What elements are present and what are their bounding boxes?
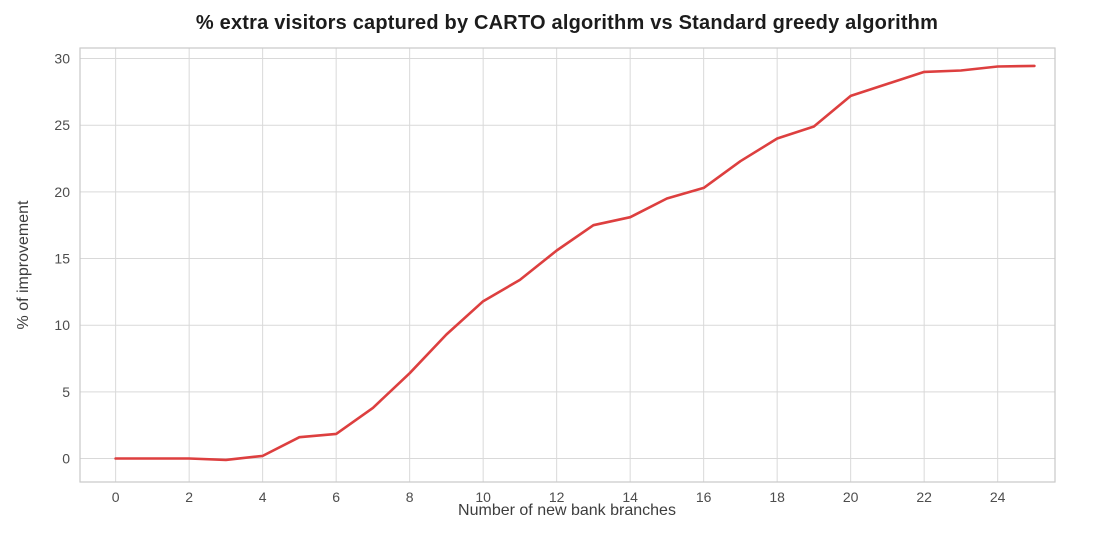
y-tick-label: 15 xyxy=(54,251,70,267)
x-tick-label: 6 xyxy=(332,489,340,505)
y-tick-label: 25 xyxy=(54,117,70,133)
x-tick-label: 4 xyxy=(259,489,267,505)
y-axis-label: % of improvement xyxy=(15,200,32,330)
x-tick-label: 12 xyxy=(549,489,565,505)
x-tick-label: 10 xyxy=(475,489,491,505)
x-tick-label: 16 xyxy=(696,489,712,505)
chart-title: % extra visitors captured by CARTO algor… xyxy=(195,12,939,34)
y-tick-label: 0 xyxy=(62,451,70,467)
x-tick-label: 8 xyxy=(406,489,414,505)
x-tick-label: 2 xyxy=(185,489,193,505)
y-tick-labels: 0 5 10 15 20 25 30 xyxy=(54,51,70,467)
x-tick-labels: 0 2 4 6 8 10 12 14 16 18 20 22 24 xyxy=(112,489,1006,505)
plot-border xyxy=(79,47,1056,483)
gridlines xyxy=(80,48,1055,482)
y-tick-label: 10 xyxy=(54,317,70,333)
x-tick-label: 14 xyxy=(622,489,638,505)
x-axis-label: Number of new bank branches xyxy=(458,502,676,519)
x-tick-label: 20 xyxy=(843,489,859,505)
axes-spines xyxy=(79,47,1056,483)
y-tick-label: 20 xyxy=(54,184,70,200)
x-tick-label: 24 xyxy=(990,489,1006,505)
y-tick-label: 5 xyxy=(62,384,70,400)
series-line xyxy=(114,64,1036,462)
x-tick-label: 18 xyxy=(769,489,785,505)
y-tick-label: 30 xyxy=(54,51,70,67)
x-tick-label: 22 xyxy=(916,489,932,505)
x-tick-label: 0 xyxy=(112,489,120,505)
data-line xyxy=(114,64,1036,462)
